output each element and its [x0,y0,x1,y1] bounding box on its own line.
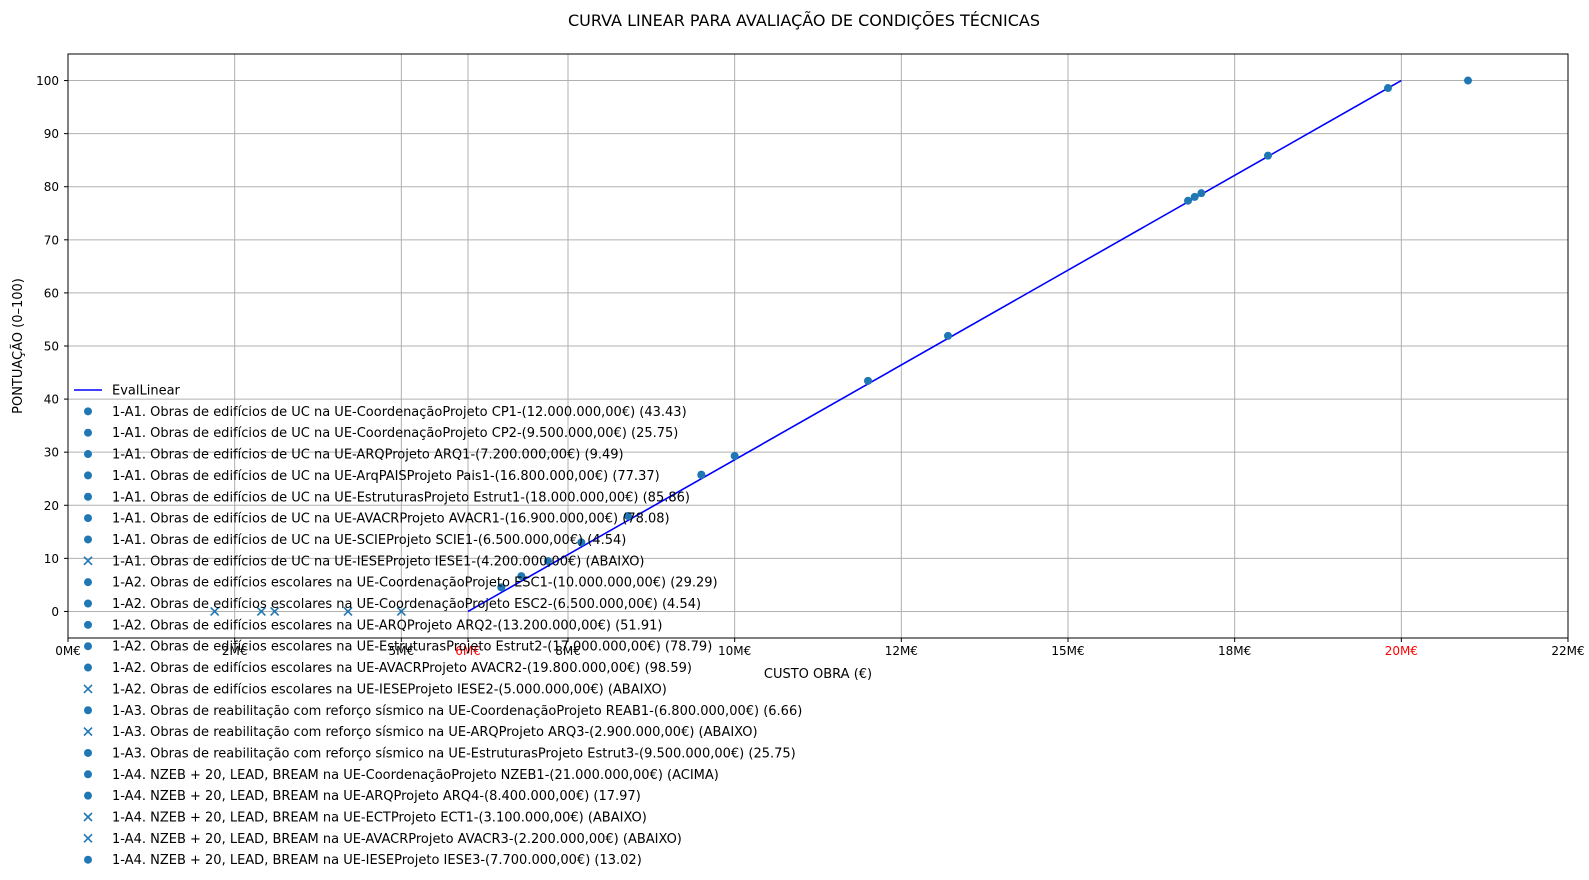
legend-marker [83,812,93,822]
legend-label: 1-A4. NZEB + 20, LEAD, BREAM na UE-IESEP… [112,853,642,868]
y-tick-label: 50 [44,340,59,354]
legend-label: 1-A1. Obras de edifícios de UC na UE-AVA… [112,512,670,527]
x-tick-label: 12M€ [885,644,918,658]
legend-label: 1-A3. Obras de reabilitação com reforço … [112,725,758,740]
data-point [944,331,952,340]
y-tick-label: 40 [44,393,59,407]
legend-label: 1-A3. Obras de reabilitação com reforço … [112,746,796,761]
legend-label: 1-A1. Obras de edifícios de UC na UE-Coo… [112,426,678,441]
legend-label: 1-A1. Obras de edifícios de UC na UE-IES… [112,554,645,569]
data-point [544,557,552,566]
data-points [210,76,1472,617]
legend-marker [84,620,92,629]
legend-label: 1-A2. Obras de edifícios escolares na UE… [112,682,667,697]
data-point [517,572,526,581]
data-point [1264,151,1272,160]
data-point-x [256,606,266,617]
data-point-x [343,606,353,617]
legend-label: 1-A2. Obras de edifícios escolares na UE… [112,597,701,612]
data-point [624,512,632,521]
evallinear-line [467,79,1402,613]
data-point [1184,196,1192,205]
y-tick-label: 60 [44,286,59,300]
x-tick-label: 20M€ [1385,644,1418,658]
legend-marker [84,514,92,523]
legend-label: 1-A4. NZEB + 20, LEAD, BREAM na UE-AVACR… [112,832,682,847]
legend-label: 1-A3. Obras de reabilitação com reforço … [112,704,802,719]
legend: EvalLinear 1-A1. Obras de edifícios de UC… [74,384,802,868]
x-tick-label: 2M€ [222,644,248,658]
legend-marker [84,770,92,779]
legend-marker [84,642,92,651]
gridlines [67,54,1569,638]
legend-label: 1-A4. NZEB + 20, LEAD, BREAM na UE-ECTPr… [112,811,647,826]
legend-marker [84,578,92,587]
legend-marker [84,535,92,544]
legend-marker [83,727,93,737]
x-tick-label: 5M€ [389,644,415,658]
y-axis-label: PONTUAÇÃO (0–100) [10,278,26,414]
legend-marker [83,833,93,843]
legend-label: 1-A4. NZEB + 20, LEAD, BREAM na UE-Coord… [112,768,719,783]
data-point [864,376,872,385]
y-tick-label: 20 [44,499,59,513]
x-tick-label: 10M€ [718,644,751,658]
data-point [697,470,706,479]
x-tick-label: 0M€ [55,644,81,658]
data-point [577,538,586,547]
legend-marker [84,407,92,416]
legend-label: 1-A2. Obras de edifícios escolares na UE… [112,618,662,633]
y-tick-label: 80 [44,180,59,194]
x-tick-label: 18M€ [1218,644,1251,658]
data-point [1190,192,1199,201]
legend-label: 1-A1. Obras de edifícios de UC na UE-Arq… [112,469,660,484]
x-tick-label: 8M€ [555,644,581,658]
y-tick-label: 0 [51,605,59,619]
legend-marker [84,855,92,864]
x-tick-label: 22M€ [1551,644,1584,658]
x-ticks: 0M€ 2M€ 5M€ 6M€ 8M€ 10M€ 12M€ 15M€ 18M€ 20M€ 22M€ [55,638,1585,658]
legend-label: 1-A4. NZEB + 20, LEAD, BREAM na UE-ARQPr… [112,789,641,804]
x-tick-label: 15M€ [1051,644,1084,658]
legend-marker [84,748,92,757]
eval-line [467,79,1402,613]
chart-title: CURVA LINEAR PARA AVALIAÇÃO DE CONDIÇÕES… [568,11,1040,30]
legend-marker [84,663,92,672]
legend-marker [84,706,92,715]
legend-marker [84,791,92,800]
legend-label: 1-A1. Obras de edifícios de UC na UE-Coo… [112,405,687,420]
legend-marker [83,684,93,694]
x-tick-label: 6M€ [455,644,481,658]
legend-label: 1-A2. Obras de edifícios escolares na UE… [112,576,718,591]
data-point-x [396,606,406,617]
x-axis-label: CUSTO OBRA (€) [764,667,872,682]
legend-label: 1-A2. Obras de edifícios escolares na UE… [112,640,712,655]
data-point-x [270,606,280,617]
data-point [730,451,739,460]
y-tick-label: 100 [36,74,59,88]
y-tick-label: 30 [44,446,59,460]
y-tick-label: 10 [44,552,59,566]
legend-marker [84,599,92,608]
y-ticks: 0 10 20 30 40 50 60 70 80 90 100 [36,74,68,619]
data-point [1384,84,1392,93]
legend-label: 1-A1. Obras de edifícios de UC na UE-Est… [112,490,690,505]
legend-marker [83,556,93,566]
data-point-x [210,606,220,617]
data-point [1464,76,1472,85]
legend-label: 1-A2. Obras de edifícios escolares na UE… [112,661,692,676]
legend-label: 1-A1. Obras de edifícios de UC na UE-ARQ… [112,448,624,463]
legend-marker [84,428,92,437]
legend-label: 1-A1. Obras de edifícios de UC na UE-SCI… [112,533,626,548]
y-tick-label: 90 [44,127,59,141]
legend-marker [84,492,92,501]
data-point [1197,189,1206,198]
legend-marker [84,450,92,459]
legend-marker [84,471,92,480]
data-point [497,583,506,592]
y-tick-label: 70 [44,233,59,247]
legend-label: EvalLinear [112,384,181,399]
